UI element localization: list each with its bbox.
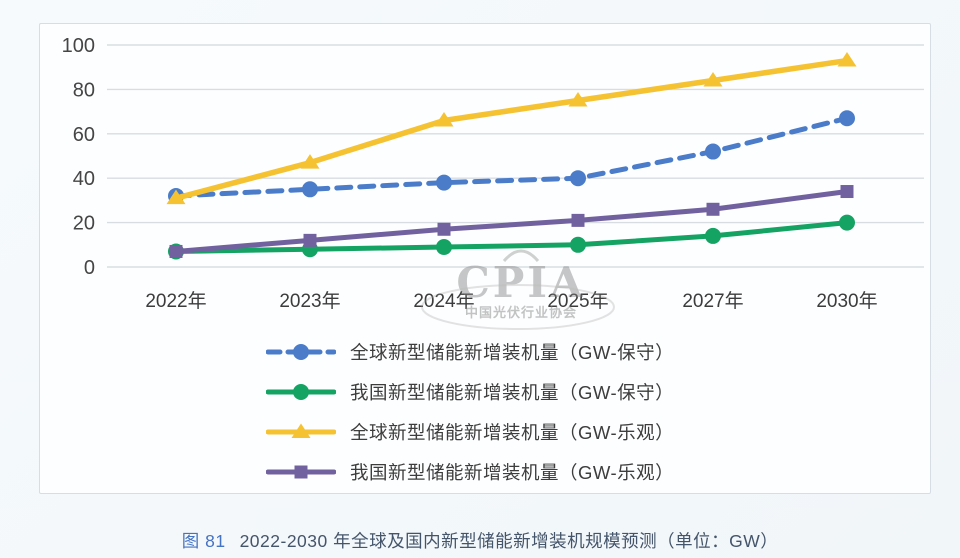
legend-sample-china-conservative-icon xyxy=(266,384,336,400)
legend-sample-global-conservative-icon xyxy=(266,344,336,360)
svg-text:40: 40 xyxy=(73,168,95,190)
legend-item-global-conservative: 全球新型储能新增装机量（GW-保守） xyxy=(266,332,706,372)
legend-label: 全球新型储能新增装机量（GW-乐观） xyxy=(350,422,675,443)
legend-label: 我国新型储能新增装机量（GW-保守） xyxy=(350,382,675,403)
svg-text:2025年: 2025年 xyxy=(547,290,608,312)
legend-sample-global-optimistic-icon xyxy=(266,423,336,438)
svg-text:2023年: 2023年 xyxy=(279,290,340,312)
svg-text:2027年: 2027年 xyxy=(682,290,743,312)
line-chart-plot: 0 20 40 60 80 100 2022年 2023年 2024年 2025年 2027年 203… xyxy=(62,35,924,312)
legend-label: 全球新型储能新增装机量（GW-保守） xyxy=(350,342,675,363)
svg-text:0: 0 xyxy=(84,257,95,279)
svg-text:60: 60 xyxy=(73,124,95,146)
legend-item-china-conservative: 我国新型储能新增装机量（GW-保守） xyxy=(266,372,706,412)
svg-text:2024年: 2024年 xyxy=(413,290,474,312)
svg-text:20: 20 xyxy=(73,213,95,235)
legend-item-global-optimistic: 全球新型储能新增装机量（GW-乐观） xyxy=(266,412,706,452)
legend: 全球新型储能新增装机量（GW-保守） 我国新型储能新增装机量（GW-保守） 全球… xyxy=(40,332,932,492)
svg-text:2022年: 2022年 xyxy=(145,290,206,312)
chart-card: 0 20 40 60 80 100 2022年 2023年 2024年 2025年 2027年 203… xyxy=(39,23,931,494)
figure-number: 图 81 xyxy=(181,531,226,551)
svg-text:100: 100 xyxy=(62,35,95,57)
svg-text:2030年: 2030年 xyxy=(816,290,877,312)
legend-item-china-optimistic: 我国新型储能新增装机量（GW-乐观） xyxy=(266,452,706,492)
figure-title: 2022-2030 年全球及国内新型储能新增装机规模预测（单位：GW） xyxy=(239,531,779,551)
figure-caption: 图 81 2022-2030 年全球及国内新型储能新增装机规模预测（单位：GW） xyxy=(0,528,960,553)
legend-sample-china-optimistic-icon xyxy=(266,465,336,479)
svg-text:80: 80 xyxy=(73,79,95,101)
legend-label: 我国新型储能新增装机量（GW-乐观） xyxy=(350,462,675,483)
